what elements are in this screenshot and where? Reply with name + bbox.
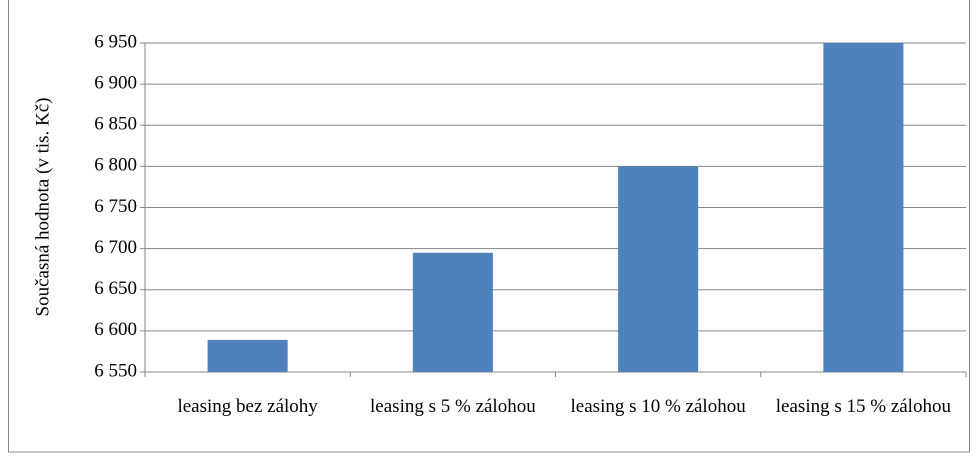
y-tick-label: 6 900: [94, 72, 137, 93]
bar: [412, 252, 493, 372]
y-tick-label: 6 700: [94, 237, 137, 258]
x-tick-label: leasing s 10 % zálohou: [570, 396, 746, 417]
bar: [618, 166, 699, 372]
x-tick-label: leasing bez zálohy: [177, 396, 318, 417]
bar: [823, 43, 904, 372]
y-tick-label: 6 950: [94, 31, 137, 52]
x-tick-label: leasing s 15 % zálohou: [775, 396, 951, 417]
y-tick-label: 6 750: [94, 196, 137, 217]
y-tick-label: 6 600: [94, 319, 137, 340]
y-tick-label: 6 650: [94, 278, 137, 299]
y-tick-label: 6 550: [94, 360, 137, 381]
y-tick-label: 6 850: [94, 114, 137, 135]
chart-frame: [8, 0, 970, 453]
bar: [207, 339, 288, 372]
y-tick-label: 6 800: [94, 155, 137, 176]
y-axis-label: Současná hodnota (v tis. Kč): [32, 98, 53, 317]
x-tick-label: leasing s 5 % zálohou: [370, 396, 536, 417]
